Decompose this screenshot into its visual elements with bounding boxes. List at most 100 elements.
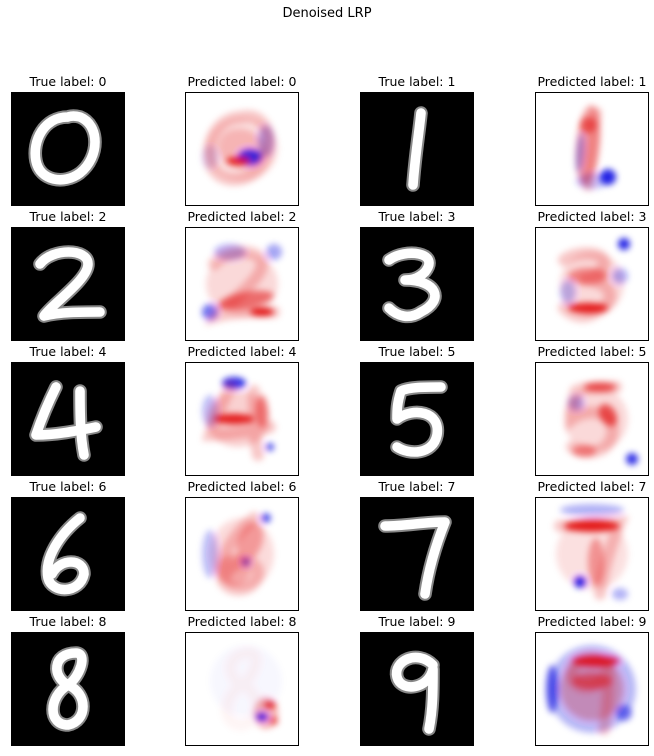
negative-relevance-region (626, 453, 638, 465)
image-frame (535, 227, 649, 341)
relevance-trace (215, 512, 265, 596)
digit-stroke (31, 382, 101, 460)
heatmap-image-2 (186, 228, 298, 340)
relevance-trace (565, 381, 622, 458)
image-frame (535, 92, 649, 206)
negative-relevance-region (261, 513, 271, 523)
true-label-title: True label: 6 (29, 479, 107, 494)
predicted-label-title: Predicted label: 7 (537, 479, 647, 494)
image-frame (185, 227, 299, 341)
relevance-trace (204, 246, 280, 326)
heatmap-image-1 (536, 93, 648, 205)
digit-image-7 (361, 498, 473, 610)
digit-background (361, 498, 473, 610)
digit-image-4 (12, 363, 124, 475)
image-frame (185, 497, 299, 611)
predicted-label-title: Predicted label: 8 (187, 614, 297, 629)
predicted-label-title: Predicted label: 4 (187, 344, 297, 359)
image-frame (185, 362, 299, 476)
digit-image-3 (361, 228, 473, 340)
negative-relevance-region (574, 576, 586, 588)
predicted-label-title: Predicted label: 3 (537, 209, 647, 224)
heatmap-image-6 (186, 498, 298, 610)
predicted-label-title: Predicted label: 1 (537, 74, 647, 89)
negative-relevance-region (266, 244, 282, 260)
digit-image-1 (361, 93, 473, 205)
negative-relevance-region (560, 280, 576, 304)
image-frame (11, 632, 125, 746)
relevance-trace (554, 515, 629, 600)
true-label-title: True label: 0 (29, 74, 107, 89)
digit-stroke (42, 513, 89, 595)
true-label-title: True label: 1 (378, 74, 456, 89)
digit-stroke (408, 108, 426, 190)
digit-stroke (380, 517, 450, 599)
heatmap-image-7 (536, 498, 648, 610)
negative-relevance-region (560, 504, 624, 516)
digit-image-9 (361, 633, 473, 745)
positive-relevance-region (270, 717, 278, 725)
relevance-trace (221, 647, 263, 732)
positive-relevance-region (264, 701, 276, 709)
image-frame (360, 497, 474, 611)
image-frame (360, 632, 474, 746)
true-label-title: True label: 5 (378, 344, 456, 359)
true-label-title: True label: 2 (29, 209, 107, 224)
relevance-trace (558, 247, 616, 323)
digit-image-0 (12, 93, 124, 205)
negative-relevance-region (612, 588, 628, 600)
image-frame (11, 227, 125, 341)
relevance-trace (201, 381, 276, 461)
relevance-trace (582, 107, 602, 191)
negative-relevance-region (546, 665, 558, 713)
true-label-title: True label: 8 (29, 614, 107, 629)
negative-relevance-region (266, 443, 274, 451)
digit-stroke (35, 247, 105, 321)
true-label-title: True label: 7 (378, 479, 456, 494)
digit-background (12, 363, 124, 475)
digit-stroke (384, 248, 440, 322)
image-frame (11, 362, 125, 476)
true-label-title: True label: 3 (378, 209, 456, 224)
digit-image-2 (12, 228, 124, 340)
heatmap-image-0 (186, 93, 298, 205)
heatmap-image-9 (536, 633, 648, 745)
positive-relevance-region (226, 157, 250, 165)
digit-image-8 (12, 633, 124, 745)
predicted-label-title: Predicted label: 9 (537, 614, 647, 629)
predicted-label-title: Predicted label: 5 (537, 344, 647, 359)
negative-relevance-region (202, 530, 218, 578)
digit-stroke (30, 111, 100, 185)
image-frame (11, 92, 125, 206)
digit-stroke (391, 652, 438, 734)
heatmap-image-4 (186, 363, 298, 475)
digit-image-5 (361, 363, 473, 475)
predicted-label-title: Predicted label: 0 (187, 74, 297, 89)
digit-stroke (392, 382, 446, 457)
negative-relevance-region (575, 133, 585, 173)
image-frame (535, 362, 649, 476)
predicted-label-title: Predicted label: 6 (187, 479, 297, 494)
image-frame (185, 92, 299, 206)
image-frame (360, 227, 474, 341)
image-frame (185, 632, 299, 746)
figure-title: Denoised LRP (282, 6, 372, 21)
relevance-trace (203, 110, 275, 186)
image-frame (535, 497, 649, 611)
heatmap-image-3 (536, 228, 648, 340)
image-frame (535, 632, 649, 746)
image-frame (11, 497, 125, 611)
negative-relevance-region (616, 705, 632, 721)
true-label-title: True label: 9 (378, 614, 456, 629)
relevance-trace (565, 651, 614, 735)
image-frame (360, 92, 474, 206)
negative-relevance-region (618, 238, 630, 250)
image-frame (360, 362, 474, 476)
predicted-label-title: Predicted label: 2 (187, 209, 297, 224)
negative-relevance-region (612, 268, 628, 284)
digit-image-6 (12, 498, 124, 610)
positive-relevance-region (214, 413, 254, 425)
heatmap-image-8 (186, 633, 298, 745)
true-label-title: True label: 4 (29, 344, 107, 359)
